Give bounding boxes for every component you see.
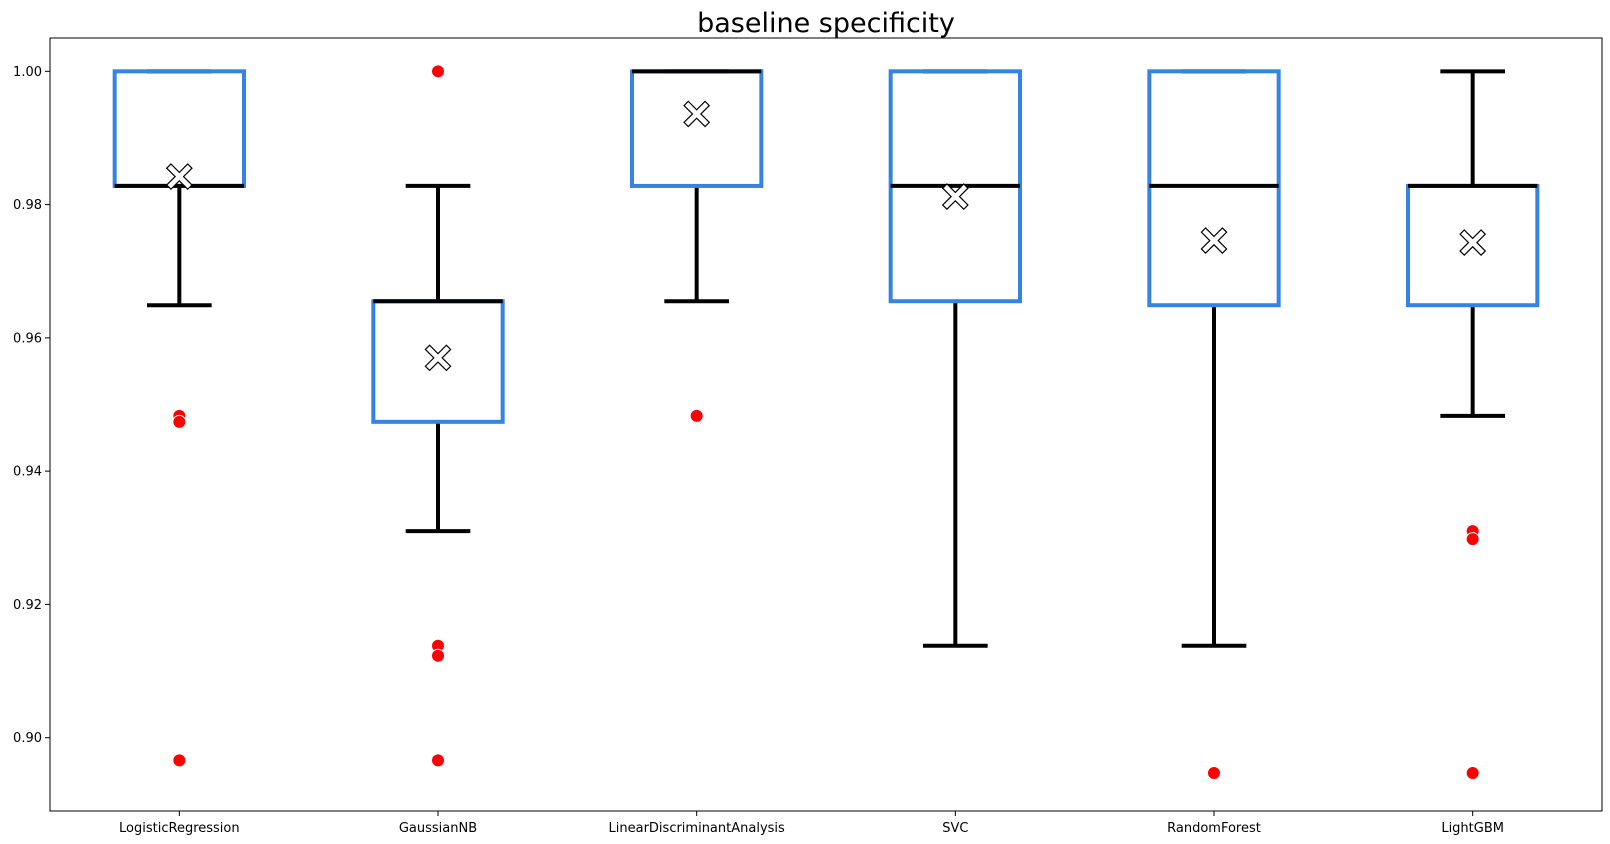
box-group-gaussiannb — [371, 64, 505, 768]
mean-marker — [1459, 229, 1487, 257]
box-group-svc — [888, 69, 1023, 648]
axes: 0.90 0.92 0.94 0.96 0.98 1.00 LogisticRegressi… — [13, 65, 1504, 836]
chart-title: baseline specificity — [697, 8, 955, 39]
box-group-lightgbm — [1406, 69, 1540, 781]
box-group-randomforest — [1147, 69, 1281, 781]
x-tick-label: LinearDiscriminantAnalysis — [609, 821, 786, 836]
y-tick-label: 0.90 — [13, 731, 42, 746]
outlier-point — [172, 753, 187, 768]
y-tick-label: 0.98 — [13, 198, 42, 213]
outlier-point — [431, 753, 445, 768]
outlier-point — [1465, 532, 1480, 547]
box-iqr — [1147, 69, 1281, 308]
outlier-point — [431, 64, 445, 79]
outlier-point — [1465, 766, 1480, 781]
x-tick-label: GaussianNB — [399, 821, 477, 836]
mean-marker — [683, 100, 711, 128]
y-tick-label: 0.96 — [13, 331, 42, 346]
box-group-logisticregression — [112, 69, 246, 768]
outlier-point — [689, 408, 704, 423]
y-tick-label: 1.00 — [13, 65, 42, 80]
mean-marker — [424, 344, 452, 372]
outlier-point — [431, 648, 445, 663]
x-tick-label: LightGBM — [1441, 821, 1504, 836]
mean-marker — [1200, 227, 1228, 255]
y-tick-label: 0.94 — [13, 465, 42, 480]
plot-area — [112, 64, 1540, 781]
x-tick-label: LogisticRegression — [119, 821, 240, 836]
box-group-lineardiscriminantanalysis — [630, 69, 764, 423]
mean-marker — [165, 163, 193, 191]
x-tick-label: RandomForest — [1167, 821, 1261, 836]
box-iqr — [630, 69, 764, 188]
outlier-point — [172, 414, 187, 429]
box-iqr — [112, 69, 246, 188]
outlier-point — [1207, 766, 1221, 781]
y-tick-label: 0.92 — [13, 598, 42, 613]
axes-frame — [49, 37, 1603, 812]
x-tick-label: SVC — [942, 821, 968, 836]
mean-marker — [941, 183, 969, 211]
